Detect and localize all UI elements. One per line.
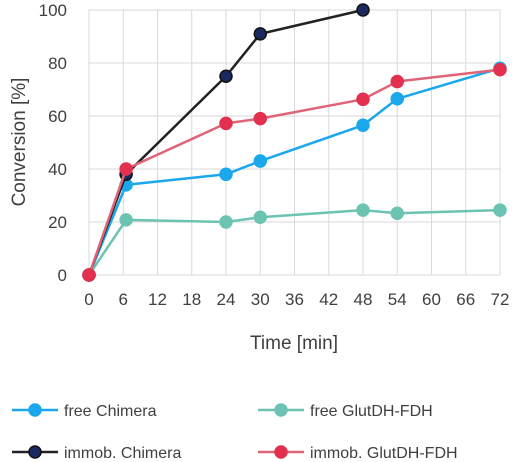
data-point: [493, 62, 507, 77]
data-point: [253, 27, 267, 41]
data-point: [253, 154, 267, 168]
data-point: [356, 3, 370, 17]
legend-item: immob. Chimera: [12, 445, 181, 462]
data-point: [390, 74, 404, 89]
data-point: [253, 111, 267, 126]
x-tick-label: 42: [319, 290, 338, 309]
y-tick-label: 0: [58, 266, 67, 285]
legend-item: free GlutDH-FDH: [258, 403, 433, 420]
legend-marker: [274, 445, 288, 459]
legend: free Chimera free GlutDH-FDH immob. Chimer…: [12, 403, 458, 462]
x-tick-label: 24: [217, 290, 236, 309]
x-tick-label: 30: [251, 290, 270, 309]
data-point: [219, 167, 233, 182]
y-axis-title: Conversion [%]: [9, 78, 30, 207]
data-point: [119, 213, 133, 227]
data-point: [356, 118, 370, 133]
x-axis-title: Time [min]: [250, 333, 338, 354]
legend-marker: [28, 403, 42, 417]
series-3: [82, 62, 507, 282]
legend-marker: [28, 445, 42, 459]
x-tick-label: 48: [354, 290, 373, 309]
data-point: [356, 92, 370, 107]
legend-marker: [274, 403, 288, 417]
legend-item: immob. GlutDH-FDH: [258, 445, 458, 462]
series: [82, 3, 507, 282]
data-point: [119, 162, 133, 176]
x-tick-label: 54: [388, 290, 407, 309]
data-point: [390, 206, 404, 221]
y-tick-label: 20: [48, 213, 67, 232]
data-point: [356, 203, 370, 217]
data-point: [219, 215, 233, 229]
plot-border: [88, 9, 501, 276]
legend-label: free GlutDH-FDH: [310, 403, 433, 420]
y-tick-label: 40: [48, 160, 67, 179]
x-tick-label: 72: [491, 290, 510, 309]
data-point: [390, 92, 404, 106]
x-tick-label: 66: [456, 290, 475, 309]
y-tick-label: 80: [48, 54, 67, 73]
y-tick-label: 100: [39, 1, 67, 20]
data-point: [493, 203, 507, 217]
axes: 0 6 12 18 24 30 36 42 48 54 60 66 72 0 20 40 60 80 100: [39, 1, 510, 309]
data-point: [253, 210, 267, 224]
legend-item: free Chimera: [12, 403, 157, 420]
x-tick-label: 0: [84, 290, 93, 309]
x-tick-label: 36: [285, 290, 304, 309]
legend-label: immob. Chimera: [64, 445, 181, 462]
y-tick-label: 60: [48, 107, 67, 126]
x-tick-label: 6: [119, 290, 128, 309]
data-point: [219, 69, 233, 83]
x-tick-label: 12: [148, 290, 167, 309]
legend-label: immob. GlutDH-FDH: [310, 445, 458, 462]
x-tick-label: 60: [422, 290, 441, 309]
data-point: [219, 116, 233, 131]
data-point: [82, 268, 96, 282]
grid: [88, 9, 501, 276]
legend-label: free Chimera: [64, 403, 157, 420]
x-tick-label: 18: [182, 290, 201, 309]
